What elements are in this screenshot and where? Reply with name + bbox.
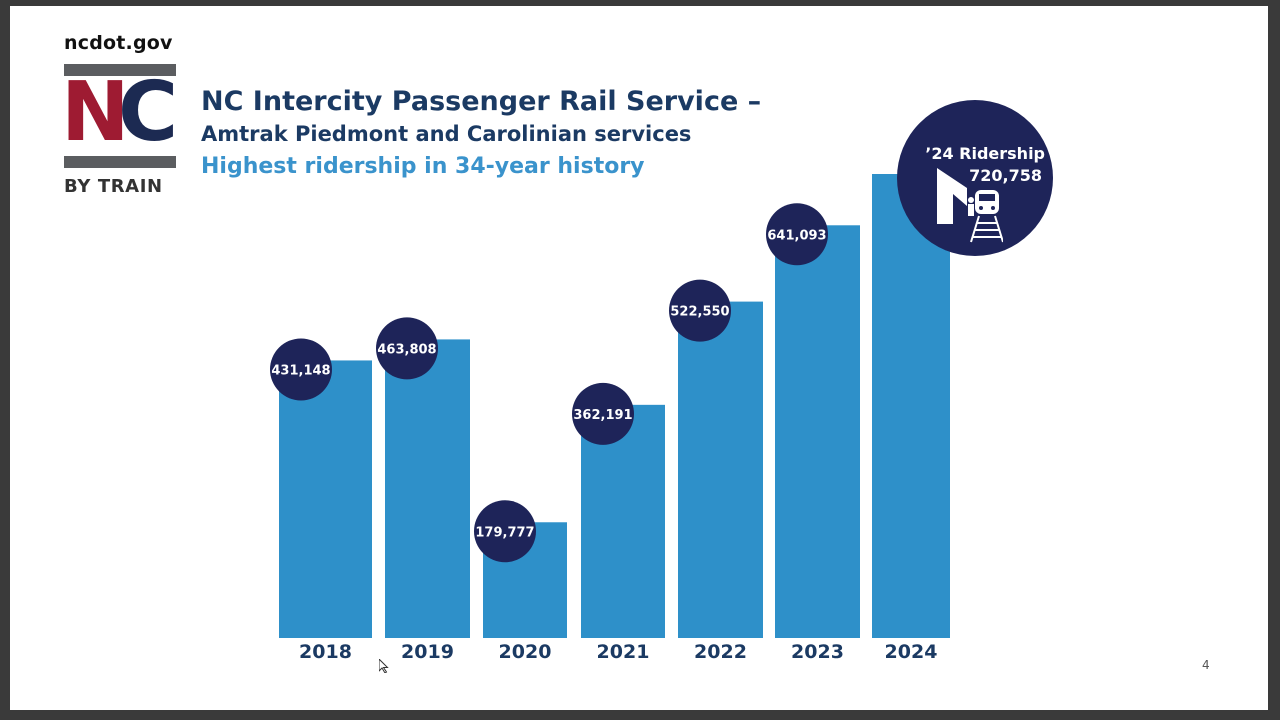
logo-letter-c: C bbox=[118, 65, 179, 160]
bar-2024 bbox=[872, 174, 950, 638]
data-label: 179,777 bbox=[475, 525, 534, 540]
slide-tagline: Highest ridership in 34-year history bbox=[201, 154, 645, 179]
value-bubble bbox=[474, 500, 536, 563]
value-bubble bbox=[376, 317, 438, 380]
x-tick-label: 2024 bbox=[885, 641, 938, 663]
value-bubble bbox=[669, 279, 731, 342]
bar-2022 bbox=[678, 301, 763, 638]
bar-2019 bbox=[385, 339, 470, 638]
train-station-icon bbox=[937, 168, 1003, 243]
ridership-2024-callout: ’24 Ridership 720,758 bbox=[897, 100, 1053, 256]
site-url: ncdot.gov bbox=[64, 32, 173, 54]
ridership-bar-chart: 2018 431,148 2019 463,808 2020 179,777 2021 362… bbox=[270, 174, 950, 663]
logo-bottom-bar bbox=[64, 156, 176, 168]
x-tick-label: 2018 bbox=[299, 641, 352, 663]
x-tick-label: 2019 bbox=[401, 641, 454, 663]
value-bubble bbox=[766, 203, 828, 266]
slide-title: NC Intercity Passenger Rail Service – bbox=[201, 86, 762, 117]
mouse-cursor-icon bbox=[379, 659, 389, 673]
x-tick-label: 2023 bbox=[791, 641, 844, 663]
callout-label: ’24 Ridership bbox=[925, 144, 1045, 163]
value-bubble bbox=[270, 338, 332, 401]
bar-2023 bbox=[775, 225, 860, 638]
callout-value: 720,758 bbox=[969, 166, 1042, 185]
data-label: 362,191 bbox=[573, 408, 632, 423]
x-tick-label: 2021 bbox=[597, 641, 650, 663]
x-tick-label: 2020 bbox=[499, 641, 552, 663]
value-bubble bbox=[572, 382, 634, 445]
logo-subtext: BY TRAIN bbox=[64, 176, 163, 197]
data-label: 641,093 bbox=[767, 228, 826, 243]
logo-top-bar bbox=[64, 64, 176, 76]
slide-subtitle: Amtrak Piedmont and Carolinian services bbox=[201, 122, 692, 146]
x-tick-label: 2022 bbox=[694, 641, 747, 663]
bar-2018 bbox=[279, 360, 372, 638]
slide: ncdot.gov N C BY TRAIN NC Intercity Pass… bbox=[10, 6, 1268, 710]
data-label: 431,148 bbox=[271, 363, 330, 378]
data-label: 522,550 bbox=[670, 305, 729, 320]
data-label: 463,808 bbox=[377, 342, 436, 357]
logo-letter-n: N bbox=[61, 65, 130, 160]
page-number: 4 bbox=[1202, 658, 1210, 672]
